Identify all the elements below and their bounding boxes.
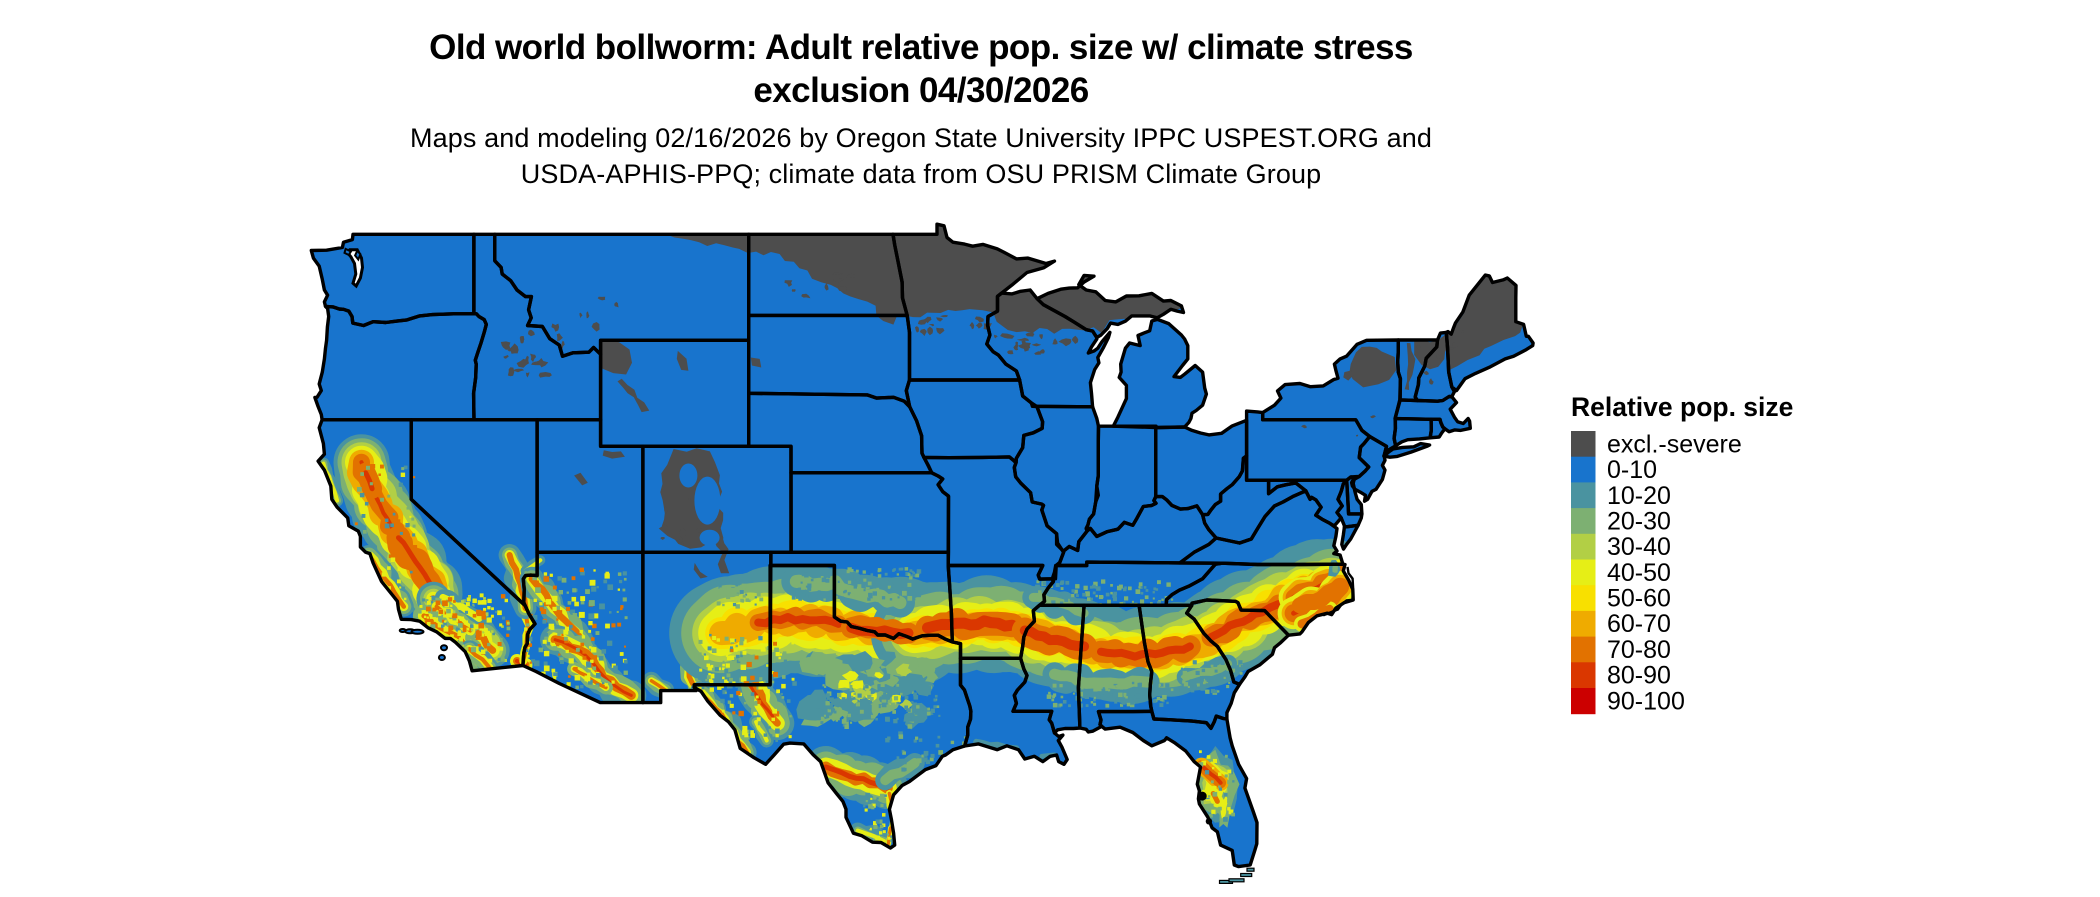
svg-text:exclusion 04/30/2026: exclusion 04/30/2026 <box>753 71 1088 110</box>
svg-text:10-20: 10-20 <box>1607 482 1671 510</box>
svg-text:40-50: 40-50 <box>1607 559 1671 587</box>
svg-text:20-30: 20-30 <box>1607 508 1671 536</box>
svg-text:90-100: 90-100 <box>1607 687 1685 715</box>
svg-text:0-10: 0-10 <box>1607 456 1657 484</box>
svg-text:30-40: 30-40 <box>1607 533 1671 561</box>
svg-text:60-70: 60-70 <box>1607 610 1671 638</box>
svg-text:50-60: 50-60 <box>1607 585 1671 613</box>
svg-text:70-80: 70-80 <box>1607 636 1671 664</box>
svg-text:USDA-APHIS-PPQ; climate data f: USDA-APHIS-PPQ; climate data from OSU PR… <box>521 159 1322 189</box>
svg-text:80-90: 80-90 <box>1607 662 1671 690</box>
svg-text:Old world bollworm: Adult rela: Old world bollworm: Adult relative pop. … <box>429 28 1413 67</box>
svg-text:excl.-severe: excl.-severe <box>1607 430 1742 458</box>
svg-text:Maps and modeling 02/16/2026 b: Maps and modeling 02/16/2026 by Oregon S… <box>410 123 1432 153</box>
svg-text:Relative pop. size: Relative pop. size <box>1571 392 1793 422</box>
